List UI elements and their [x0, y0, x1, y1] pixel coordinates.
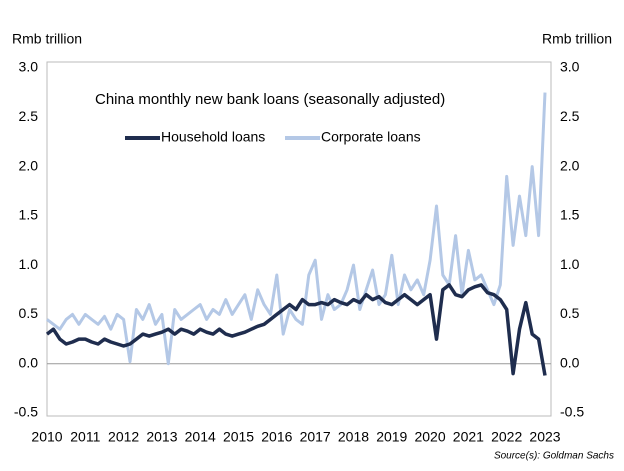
- y-tick-label: 1.0: [19, 256, 39, 272]
- y2-tick-label: 2.0: [560, 157, 580, 173]
- series-line: [46, 92, 547, 366]
- x-tick-label: 2014: [185, 429, 216, 445]
- x-tick-label: 2020: [414, 429, 445, 445]
- chart-title: China monthly new bank loans (seasonally…: [95, 91, 445, 108]
- y-tick-label: -0.5: [14, 404, 38, 420]
- x-tick-label: 2012: [108, 429, 139, 445]
- y-tick-label: 3.0: [19, 59, 39, 75]
- y2-axis-label: Rmb trillion: [542, 31, 612, 47]
- x-tick-label: 2019: [376, 429, 407, 445]
- y-tick-label: 2.5: [19, 108, 39, 124]
- y2-tick-label: -0.5: [560, 404, 584, 420]
- x-tick-label: 2023: [529, 429, 560, 445]
- x-tick-label: 2017: [300, 429, 331, 445]
- y-tick-label: 1.5: [19, 207, 39, 223]
- source: Source(s): Goldman Sachs: [494, 451, 614, 462]
- y2-tick-label: 1.5: [560, 207, 580, 223]
- y2-tick-label: 3.0: [560, 59, 580, 75]
- y2-tick-label: 0.5: [560, 305, 580, 321]
- x-tick-label: 2016: [261, 429, 292, 445]
- legend-label: Corporate loans: [321, 129, 421, 145]
- plot-frame: [46, 61, 552, 417]
- x-tick-label: 2021: [453, 429, 484, 445]
- y2-tick-label: 0.0: [560, 354, 580, 370]
- x-tick-label: 2013: [146, 429, 177, 445]
- y-tick-label: 0.0: [19, 354, 39, 370]
- y-axis-label: Rmb trillion: [12, 31, 82, 47]
- series-line: [45, 283, 547, 376]
- y-tick-label: 2.0: [19, 157, 39, 173]
- y2-tick-label: 2.5: [560, 108, 580, 124]
- x-tick-label: 2011: [70, 429, 100, 445]
- x-tick-label: 2018: [338, 429, 369, 445]
- x-tick-label: 2022: [491, 429, 522, 445]
- x-tick-label: 2010: [31, 429, 62, 445]
- y-tick-label: 0.5: [19, 305, 39, 321]
- x-tick-label: 2015: [223, 429, 254, 445]
- y2-tick-label: 1.0: [560, 256, 580, 272]
- legend-label: Household loans: [161, 129, 265, 145]
